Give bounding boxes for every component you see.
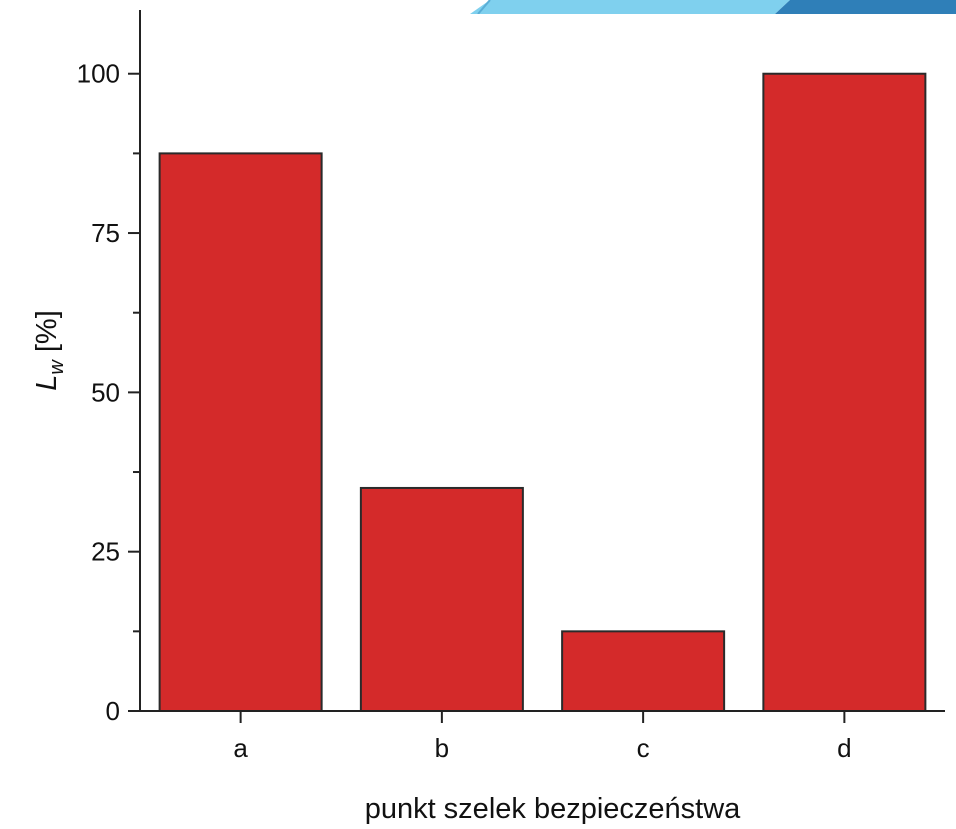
y-axis-label-subscript: w [46, 359, 68, 375]
y-tick-label: 100 [77, 59, 120, 89]
banner-light-band [470, 0, 790, 14]
bar-d [762, 72, 927, 712]
bar-c [561, 630, 726, 712]
x-tick-label-c: c [637, 733, 650, 763]
banner-graphic [470, 0, 956, 14]
x-tick-label-d: d [837, 733, 851, 763]
y-axis-label: Lw [%] [31, 310, 68, 391]
y-tick-label: 0 [106, 696, 120, 726]
x-tick-label-b: b [435, 733, 449, 763]
bars [158, 72, 927, 713]
y-axis-label-main: L [31, 375, 63, 391]
banner-dark-band [775, 0, 956, 14]
x-axis-label: punkt szelek bezpieczeństwa [365, 793, 741, 825]
banner-edge [477, 0, 491, 14]
x-axis-ticks: a b c d [233, 711, 852, 763]
y-tick-label: 75 [91, 218, 120, 248]
bar-b [359, 486, 524, 713]
y-tick-label: 25 [91, 537, 120, 567]
x-tick-label-a: a [233, 733, 248, 763]
bar-a [158, 152, 323, 713]
y-axis-label-unit: [%] [31, 310, 63, 360]
y-axis-ticks: 0 25 50 75 100 [77, 59, 140, 726]
y-tick-label: 50 [91, 377, 120, 407]
top-banner-fragment [0, 0, 956, 14]
